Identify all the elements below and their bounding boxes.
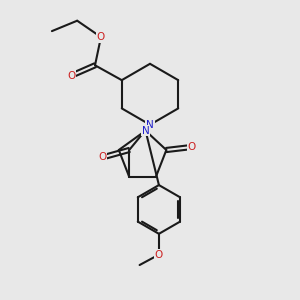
Text: O: O [188,142,196,152]
Text: N: N [142,126,149,136]
Text: O: O [98,152,106,162]
Text: O: O [67,71,75,81]
Text: O: O [155,250,163,260]
Text: N: N [146,120,154,130]
Text: O: O [97,32,105,42]
